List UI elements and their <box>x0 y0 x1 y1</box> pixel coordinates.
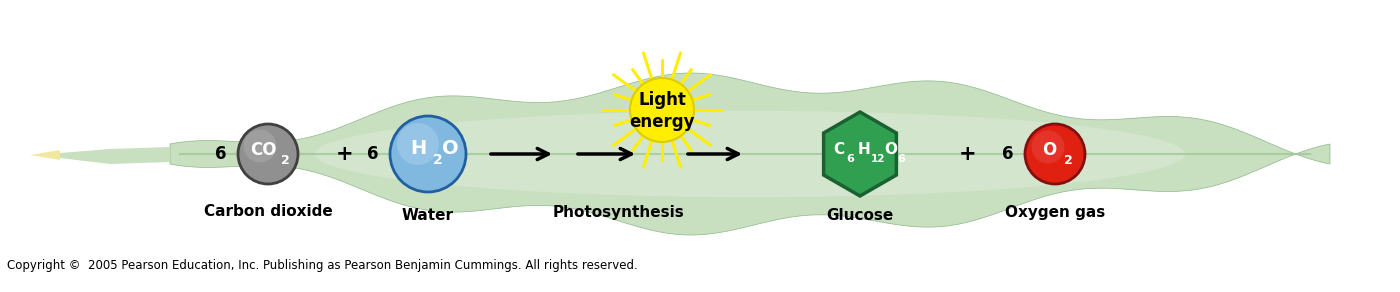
Circle shape <box>391 116 466 192</box>
Text: 6: 6 <box>897 154 904 164</box>
Text: H: H <box>410 140 426 159</box>
Circle shape <box>630 78 694 142</box>
Circle shape <box>1025 124 1085 184</box>
Circle shape <box>398 123 440 165</box>
Text: 2: 2 <box>433 153 442 167</box>
Text: Oxygen gas: Oxygen gas <box>1005 204 1105 220</box>
Text: energy: energy <box>629 113 694 131</box>
Text: C: C <box>833 142 844 157</box>
Polygon shape <box>823 112 896 196</box>
Polygon shape <box>169 73 1330 235</box>
Text: Water: Water <box>402 208 454 223</box>
Text: H: H <box>858 142 871 157</box>
Text: 2: 2 <box>1064 154 1072 166</box>
Text: 6: 6 <box>216 145 227 163</box>
Text: +: + <box>959 144 977 164</box>
Text: 12: 12 <box>871 154 885 164</box>
Text: Light: Light <box>638 91 686 109</box>
Text: O: O <box>441 140 458 159</box>
Text: O: O <box>885 142 897 157</box>
Text: CO: CO <box>249 141 276 159</box>
Text: O: O <box>1042 141 1056 159</box>
Polygon shape <box>29 150 60 160</box>
Text: 6: 6 <box>367 145 379 163</box>
Text: 2: 2 <box>280 154 290 166</box>
Text: Carbon dioxide: Carbon dioxide <box>203 204 332 220</box>
Circle shape <box>1032 131 1064 164</box>
Ellipse shape <box>315 111 1184 197</box>
Polygon shape <box>35 147 169 164</box>
Text: Copyright ©  2005 Pearson Education, Inc. Publishing as Pearson Benjamin Cumming: Copyright © 2005 Pearson Education, Inc.… <box>7 259 638 272</box>
Text: 6: 6 <box>846 154 854 164</box>
Circle shape <box>244 129 277 163</box>
Circle shape <box>238 124 298 184</box>
Text: +: + <box>336 144 354 164</box>
Text: Glucose: Glucose <box>826 208 893 223</box>
Text: 6: 6 <box>1002 145 1014 163</box>
Text: Photosynthesis: Photosynthesis <box>552 204 683 220</box>
